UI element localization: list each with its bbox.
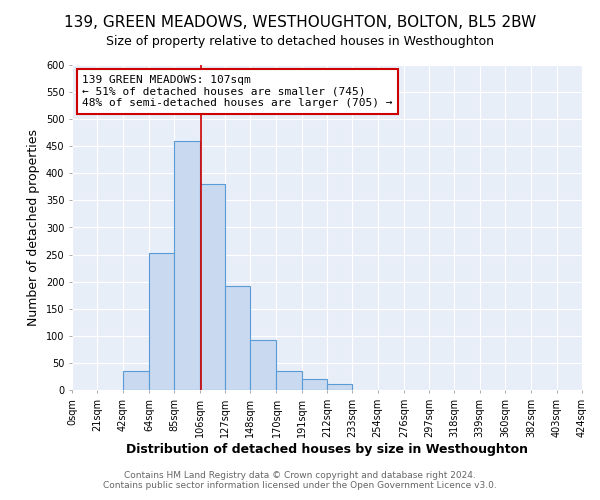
Text: 139, GREEN MEADOWS, WESTHOUGHTON, BOLTON, BL5 2BW: 139, GREEN MEADOWS, WESTHOUGHTON, BOLTON…: [64, 15, 536, 30]
Bar: [174, 141, 199, 390]
Bar: [149, 254, 174, 390]
Bar: [327, 384, 352, 390]
Bar: [277, 371, 302, 390]
Text: Size of property relative to detached houses in Westhoughton: Size of property relative to detached ho…: [106, 35, 494, 48]
Text: Contains HM Land Registry data © Crown copyright and database right 2024.
Contai: Contains HM Land Registry data © Crown c…: [103, 470, 497, 490]
Y-axis label: Number of detached properties: Number of detached properties: [27, 129, 40, 326]
Bar: [225, 286, 250, 390]
Bar: [199, 184, 225, 390]
Bar: [302, 379, 327, 390]
Bar: [250, 340, 277, 390]
X-axis label: Distribution of detached houses by size in Westhoughton: Distribution of detached houses by size …: [126, 442, 528, 456]
Bar: [122, 371, 149, 390]
Text: 139 GREEN MEADOWS: 107sqm
← 51% of detached houses are smaller (745)
48% of semi: 139 GREEN MEADOWS: 107sqm ← 51% of detac…: [82, 74, 392, 108]
